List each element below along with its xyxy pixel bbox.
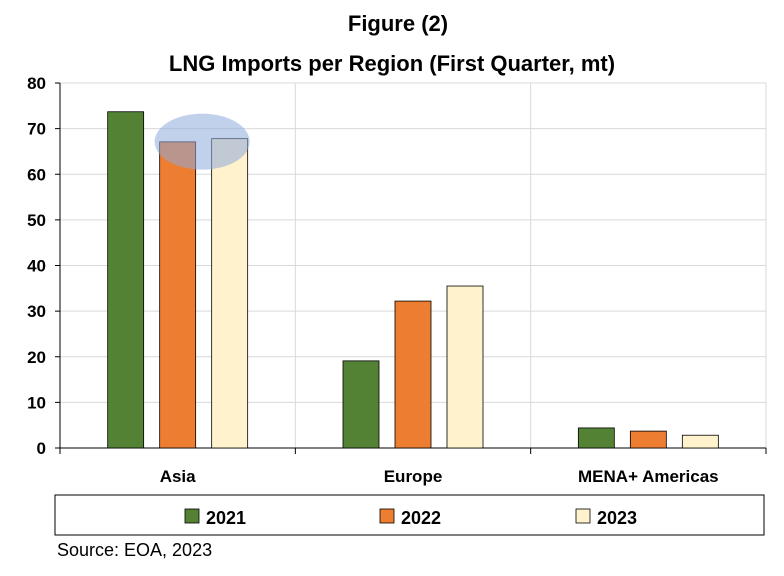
y-tick-label: 80 [27,74,46,93]
legend-swatch-2023 [575,508,591,524]
bar-mena-americas-2021 [577,427,615,449]
chart-title: Figure (2) [348,11,448,36]
legend-box [54,494,765,536]
bar-asia-2023 [211,138,249,449]
legend: 2021 2022 2023 [54,494,765,536]
y-tick-label: 10 [27,393,46,412]
y-tick-label: 30 [27,302,46,321]
legend-swatch-2022 [379,508,395,524]
bar-mena-americas-2022 [629,430,667,449]
bar-mena-americas-2023 [681,434,719,449]
y-tick-label: 20 [27,348,46,367]
category-labels: Asia Europe MENA+ Americas [160,467,719,486]
bar-europe-2021 [342,360,380,449]
legend-label-2021: 2021 [206,508,246,528]
y-tick-label: 60 [27,165,46,184]
legend-label-2022: 2022 [401,508,441,528]
annotations [154,113,250,170]
x-category-label: Europe [384,467,443,486]
bars [107,111,719,449]
y-tick-label: 40 [27,257,46,276]
bar-asia-2022 [159,141,197,449]
source-note: Source: EOA, 2023 [57,540,212,560]
y-tick-label: 70 [27,120,46,139]
legend-label-2023: 2023 [597,508,637,528]
bar-europe-2023 [446,285,484,449]
y-tick-label: 50 [27,211,46,230]
highlight-ellipse [154,113,250,170]
y-tick-labels: 0 10 20 30 40 50 60 70 80 [27,74,46,458]
bar-europe-2022 [394,300,432,449]
bar-asia-2021 [107,111,145,449]
x-category-label: MENA+ Americas [578,467,719,486]
legend-swatch-2021 [184,508,200,524]
x-category-label: Asia [160,467,196,486]
chart-subtitle: LNG Imports per Region (First Quarter, m… [169,51,615,76]
y-tick-label: 0 [37,439,46,458]
